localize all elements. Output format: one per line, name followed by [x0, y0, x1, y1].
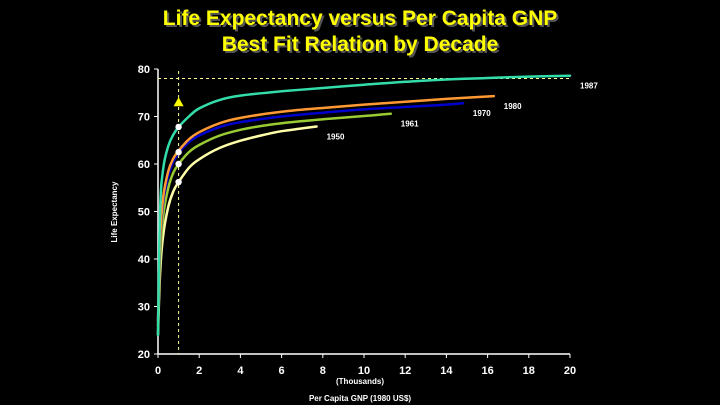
series-label-1980: 1980: [504, 102, 522, 111]
y-tick-label: 80: [138, 64, 150, 76]
target-triangle-marker: [173, 97, 184, 107]
y-tick-label: 20: [138, 349, 150, 361]
y-tick-label: 60: [138, 159, 150, 171]
series-labels: 1950 1961 1970 1980 1987: [327, 82, 599, 142]
markers: [173, 97, 184, 186]
series-label-1987: 1987: [580, 82, 598, 91]
x-tick-label: 10: [358, 365, 370, 377]
series-line-1970: [156, 101, 465, 323]
x-tick-label: 14: [440, 365, 453, 377]
y-tick-label: 70: [138, 112, 150, 124]
data-marker: [175, 148, 182, 156]
series-lines: [156, 74, 572, 337]
y-axis-label: Life Expectancy: [110, 181, 119, 242]
x-tick-label: 18: [523, 365, 535, 377]
x-tick-label: 2: [196, 365, 202, 377]
chart-title-line2: Best Fit Relation by Decade: [221, 33, 499, 56]
y-tick-label: 40: [138, 254, 150, 266]
reference-lines: [158, 71, 570, 354]
x-tick-label: 8: [320, 365, 326, 377]
x-axis-units: (Thousands): [336, 377, 384, 386]
series-line-1987: [156, 74, 572, 337]
data-marker: [175, 123, 182, 131]
series-label-1961: 1961: [401, 120, 419, 129]
x-tick-label: 12: [399, 365, 411, 377]
x-tick-label: 16: [481, 365, 493, 377]
x-tick-label: 4: [237, 365, 244, 377]
x-tick-label: 0: [155, 365, 161, 377]
x-axis-label: Per Capita GNP (1980 US$): [309, 394, 411, 403]
axes: 20 30 40 50 60 70 80 0 2 4 6 8 10 12 14 16 18 20: [138, 64, 576, 377]
x-tick-label: 20: [564, 365, 576, 377]
data-marker: [175, 178, 182, 186]
chart-title-line1: Life Expectancy versus Per Capita GNP: [162, 7, 558, 30]
series-line-1961: [156, 112, 393, 327]
series-label-1950: 1950: [327, 132, 345, 141]
y-tick-label: 30: [138, 302, 150, 314]
series-line-1950: [156, 125, 318, 337]
y-tick-label: 50: [138, 207, 150, 219]
x-tick-label: 6: [279, 365, 285, 377]
series-line-1980: [156, 94, 496, 323]
series-label-1970: 1970: [473, 109, 491, 118]
data-marker: [175, 160, 182, 168]
